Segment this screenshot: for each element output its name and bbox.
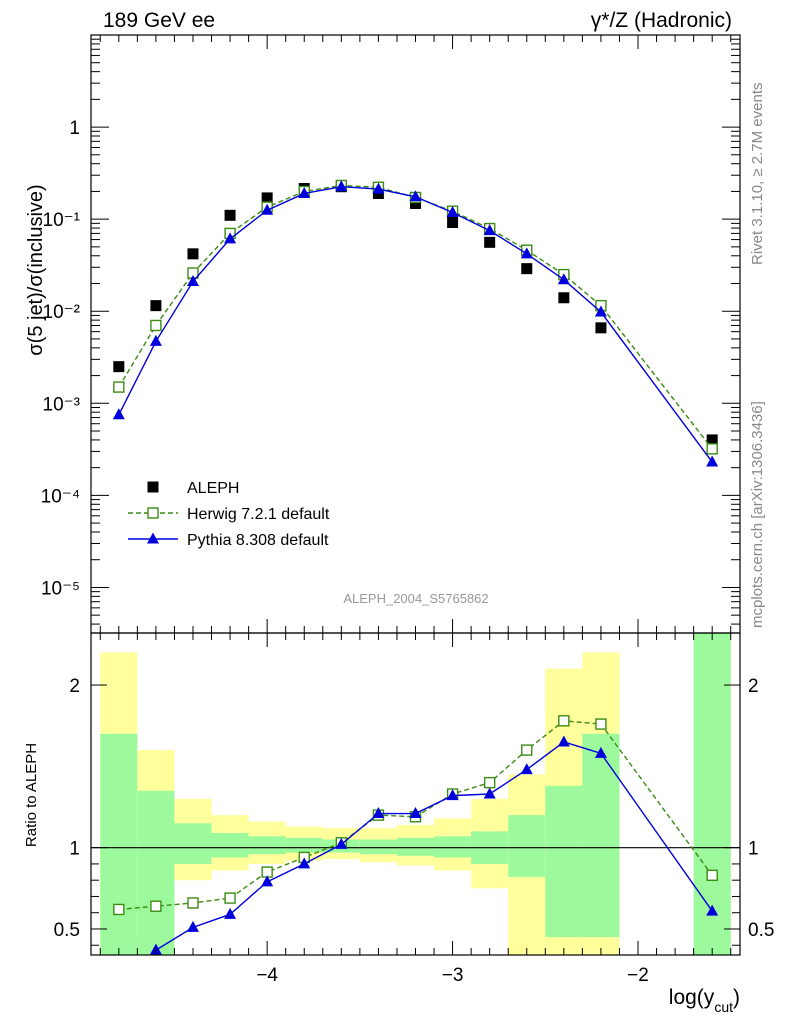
ratio-point-herwig xyxy=(113,903,125,916)
main-point-pythia xyxy=(298,186,311,198)
ratio-point-pythia xyxy=(483,787,496,799)
legend-label-aleph: ALEPH xyxy=(187,480,239,497)
ratio-point-pythia xyxy=(594,746,607,758)
watermark: ALEPH_2004_S5765862 xyxy=(343,591,488,606)
top-left-title: 189 GeV ee xyxy=(103,9,215,32)
main-point-pythia xyxy=(557,273,570,285)
ratio-line-pythia xyxy=(155,741,713,951)
main-line-pythia xyxy=(118,186,713,463)
legend-label-pythia: Pythia 8.308 default xyxy=(187,532,329,549)
ratio-point-pythia xyxy=(520,763,533,775)
main-point-aleph xyxy=(187,248,199,260)
uncertainty-band-inner xyxy=(248,836,286,855)
ratio-point-pythia xyxy=(186,920,199,932)
main-y-tick-label: 10⁻¹ xyxy=(43,210,81,231)
main-point-aleph xyxy=(706,434,718,446)
main-point-aleph xyxy=(150,300,162,312)
uncertainty-band-inner xyxy=(693,633,731,955)
mcplots-label: mcplots.cern.ch [arXiv:1306.3436] xyxy=(749,401,766,628)
main-point-herwig xyxy=(150,319,162,332)
main-point-aleph xyxy=(113,361,125,373)
main-point-aleph xyxy=(410,197,421,209)
ratio-y-tick-label: 1 xyxy=(69,839,80,860)
main-point-aleph xyxy=(447,216,459,228)
uncertainty-band-inner xyxy=(100,733,138,955)
ratio-y-tick-label: 0.5 xyxy=(54,920,80,941)
main-y-tick-label: 10⁻⁵ xyxy=(41,578,80,599)
uncertainty-band-inner xyxy=(359,839,397,855)
main-point-pythia xyxy=(446,206,459,218)
ratio-point-pythia xyxy=(224,907,237,919)
main-point-aleph xyxy=(261,192,273,204)
ratio-point-pythia xyxy=(557,735,570,747)
main-point-pythia xyxy=(372,182,385,194)
main-point-herwig xyxy=(113,381,125,393)
main-point-aleph xyxy=(521,263,533,275)
uncertainty-band-inner xyxy=(137,790,175,955)
ratio-point-pythia xyxy=(409,807,422,819)
main-point-pythia xyxy=(224,232,237,244)
ratio-point-herwig xyxy=(521,744,533,756)
ratio-point-pythia xyxy=(261,875,274,887)
main-point-pythia xyxy=(520,247,533,259)
legend-marker-herwig xyxy=(147,507,159,519)
ratio-point-pythia xyxy=(706,904,719,916)
ratio-y-tick-label-right: 0.5 xyxy=(748,920,774,941)
top-right-title: γ*/Z (Hadronic) xyxy=(591,9,732,32)
x-tick-label: −2 xyxy=(627,965,649,986)
legend: ALEPH Herwig 7.2.1 default Pythia 8.308 de… xyxy=(128,480,330,549)
main-point-pythia xyxy=(594,305,607,317)
ratio-point-herwig xyxy=(150,900,162,912)
ratio-point-herwig xyxy=(706,869,718,882)
ratio-point-herwig xyxy=(595,718,607,730)
uncertainty-band-inner xyxy=(396,837,435,856)
uncertainty-band-inner xyxy=(545,785,583,938)
main-y-tick-label: 10⁻² xyxy=(43,302,81,323)
ratio-point-pythia xyxy=(446,789,459,801)
ratio-y-axis-label: Ratio to ALEPH xyxy=(23,743,40,847)
main-point-pythia xyxy=(335,180,348,192)
main-point-pythia xyxy=(186,275,199,287)
main-y-axis-label: σ(5 jet)/σ(inclusive) xyxy=(25,184,47,355)
ratio-point-herwig xyxy=(224,892,236,904)
ratio-y-tick-label-right: 1 xyxy=(748,839,759,860)
main-point-pythia xyxy=(483,224,496,236)
main-point-aleph xyxy=(484,236,496,248)
ratio-point-herwig xyxy=(558,715,570,727)
uncertainty-band-inner xyxy=(285,837,323,853)
ratio-point-pythia xyxy=(298,857,311,869)
ratio-y-tick-label: 2 xyxy=(69,676,80,697)
main-line-herwig xyxy=(118,184,713,450)
uncertainty-band-inner xyxy=(211,833,249,858)
uncertainty-band-inner xyxy=(174,823,212,864)
x-axis-label: log(ycut) xyxy=(669,986,740,1015)
x-tick-label: −4 xyxy=(256,965,278,986)
main-y-tick-label: 1 xyxy=(69,118,80,139)
main-point-pythia xyxy=(261,203,274,215)
uncertainty-band-inner xyxy=(434,836,472,858)
rivet-label: Rivet 3.1.10, ≥ 2.7M events xyxy=(749,83,766,266)
legend-marker-pythia xyxy=(147,532,159,544)
main-point-herwig xyxy=(706,443,718,455)
legend-label-herwig: Herwig 7.2.1 default xyxy=(187,506,330,523)
main-point-aleph xyxy=(224,209,236,221)
uncertainty-band-inner xyxy=(582,733,620,938)
main-point-pythia xyxy=(149,334,162,346)
main-y-tick-label: 10⁻³ xyxy=(43,394,81,415)
main-point-pythia xyxy=(706,455,719,467)
main-point-pythia xyxy=(409,190,422,202)
ratio-y-tick-label-right: 2 xyxy=(748,676,759,697)
legend-marker-aleph xyxy=(147,481,159,493)
ratio-point-pythia xyxy=(372,807,385,819)
main-y-tick-label: 10⁻⁴ xyxy=(41,486,80,507)
uncertainty-band-inner xyxy=(508,815,546,877)
ratio-point-herwig xyxy=(483,776,496,789)
main-point-aleph xyxy=(558,292,570,304)
ratio-point-herwig xyxy=(187,897,199,909)
main-point-pythia xyxy=(112,408,125,420)
main-point-aleph xyxy=(595,322,607,334)
ratio-point-pythia xyxy=(335,837,348,849)
x-tick-label: −3 xyxy=(442,965,464,986)
